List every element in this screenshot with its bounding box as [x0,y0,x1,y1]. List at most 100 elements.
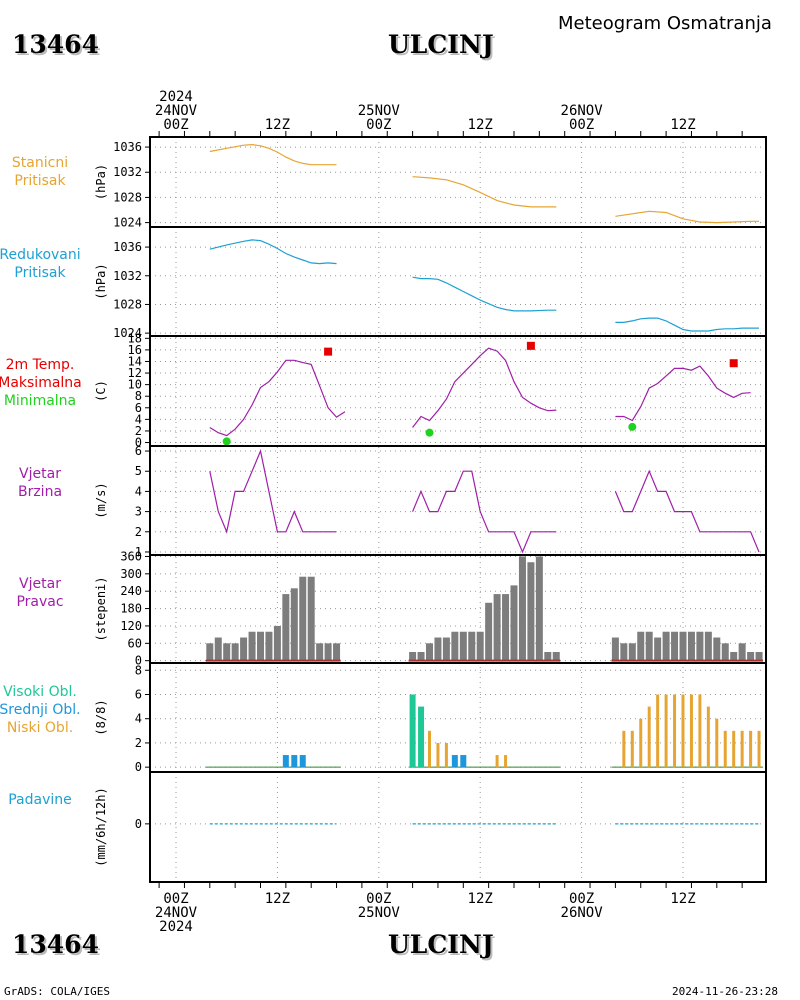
y-tick-label: 6 [135,444,142,458]
cloud-bar [673,694,677,768]
series-line [209,239,337,265]
y-tick-label: 2 [135,736,142,750]
render-timestamp: 2024-11-26-23:28 [672,985,778,998]
cloud-bar [740,730,744,768]
panel-label: Vjetar [19,576,61,592]
x-tick-label-top: 2024 [159,89,193,105]
y-tick-label: 2 [135,424,142,438]
station-name-top: ULCINJ [388,30,494,59]
cloud-bar [749,730,753,768]
y-tick-label: 16 [128,343,142,357]
min-temp-marker [222,437,231,446]
station-name-bottom: ULCINJ [388,930,494,959]
y-tick-label: 0 [135,817,142,831]
wind-direction-bar [510,585,518,661]
x-tick-label-bottom: 00Z [569,891,594,907]
y-tick-label: 1028 [113,297,142,311]
panel-frame [149,226,767,337]
wind-direction-bar [493,594,501,661]
cloud-bar [409,694,416,768]
cloud-bar [639,718,643,768]
wind-direction-bar [755,651,763,661]
cloud-bar [451,755,458,768]
series-line [412,470,557,554]
series-line [614,469,760,553]
y-tick-label: 1028 [113,190,142,204]
axis-unit-label: (C) [94,380,108,402]
wind-direction-bar [257,631,264,661]
cloud-bar [495,755,499,768]
wind-direction-bar [223,643,231,661]
y-tick-label: 4 [135,484,142,498]
max-temp-marker [526,341,535,350]
wind-direction-bar [611,637,619,661]
y-tick-label: 4 [135,712,142,726]
x-tick-label-bottom: 24NOV [155,905,198,921]
y-tick-label: 1032 [113,165,142,179]
x-tick-label-top: 00Z [163,117,188,133]
y-tick-label: 60 [128,636,142,650]
cloud-bar [706,706,710,768]
panel-label: Maksimalna [0,375,82,391]
y-tick-label: 3 [135,505,142,519]
wind-direction-bar [704,631,712,661]
wind-direction-bar [299,576,307,661]
x-tick-label-top: 12Z [670,117,695,133]
wind-direction-bar [738,643,746,661]
series-line [412,276,557,312]
panel-label: Brzina [18,484,62,500]
y-tick-label: 1 [135,545,142,559]
wind-direction-bar [552,651,560,661]
wind-direction-bar [662,631,670,661]
series-line [412,347,557,428]
x-tick-label-top: 24NOV [155,103,198,119]
wind-direction-bar [409,651,417,661]
panel-label: Pravac [16,594,63,610]
y-tick-label: 360 [120,549,142,563]
series-line [615,317,759,332]
cloud-bar [444,742,448,768]
wind-direction-bar [721,643,729,661]
axis-unit-label: (hPa) [94,164,108,200]
y-tick-label: 12 [128,366,142,380]
y-tick-label: 18 [128,331,142,345]
wind-direction-bar [730,651,738,661]
axis-unit-label: (8/8) [94,699,108,735]
series-line [615,210,759,224]
cloud-bar [291,755,298,768]
x-tick-label-bottom: 00Z [366,891,391,907]
panel-label: Minimalna [4,393,76,409]
panel-label: 2m Temp. [6,357,75,373]
y-tick-label: 0 [135,760,142,774]
y-tick-label: 1024 [113,326,142,340]
x-tick-label-bottom: 12Z [468,891,493,907]
y-tick-label: 6 [135,401,142,415]
y-tick-label: 8 [135,663,142,677]
wind-direction-bar [527,562,535,661]
panel-label: Niski Obl. [7,720,73,736]
x-tick-label-bottom: 25NOV [358,905,401,921]
wind-direction-bar [628,643,636,661]
y-tick-label: 0 [135,654,142,668]
wind-direction-bar [687,631,695,661]
y-tick-label: 1036 [113,240,142,254]
cloud-bar [656,694,660,768]
y-tick-label: 6 [135,687,142,701]
x-tick-label-top: 12Z [468,117,493,133]
cloud-bar [715,718,719,768]
cloud-bar [428,730,431,768]
y-tick-label: 240 [120,584,142,598]
axis-unit-label: (stepeni) [94,576,108,641]
cloud-bar [504,755,508,768]
y-tick-label: 1032 [113,269,142,283]
wind-direction-bar [451,631,459,661]
y-tick-label: 300 [120,567,142,581]
wind-direction-bar [535,556,543,661]
axis-unit-label: (mm/6h/12h) [94,787,108,866]
panel-label: Redukovani [0,247,81,263]
meteogram-subtitle: Meteogram Osmatranja [558,13,772,34]
x-tick-label-bottom: 12Z [265,891,290,907]
series-line [615,365,751,422]
max-temp-marker [729,359,738,368]
